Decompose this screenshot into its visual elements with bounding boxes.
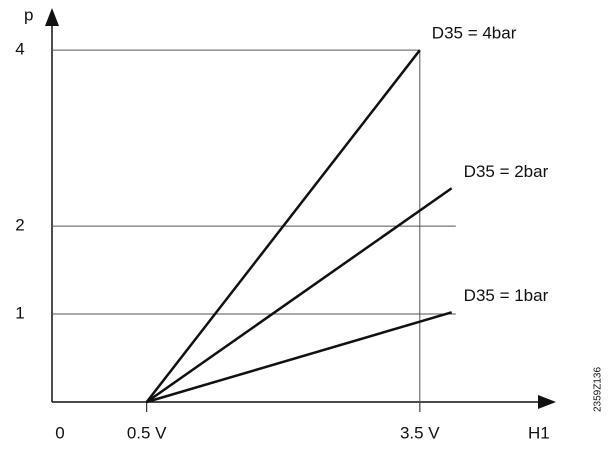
series-label: D35 = 1bar	[464, 286, 549, 305]
y-axis-arrow	[45, 8, 59, 26]
y-tick-label: 4	[15, 40, 24, 59]
x-tick-label: 3.5 V	[400, 423, 440, 442]
series-line	[145, 49, 421, 403]
y-axis-label: p	[24, 5, 33, 24]
y-tick-label: 2	[15, 216, 24, 235]
series-line	[145, 187, 453, 404]
figure-id: 2359Z136	[593, 367, 604, 412]
y-tick-label: 1	[15, 304, 24, 323]
x-axis-label: H1	[528, 423, 550, 442]
series-line	[146, 311, 453, 404]
axes	[45, 8, 556, 409]
series-label: D35 = 2bar	[464, 162, 549, 181]
origin-label: 0	[55, 423, 64, 442]
x-tick-label: 0.5 V	[127, 423, 167, 442]
x-axis-arrow	[538, 395, 556, 409]
series-label: D35 = 4bar	[432, 24, 517, 43]
